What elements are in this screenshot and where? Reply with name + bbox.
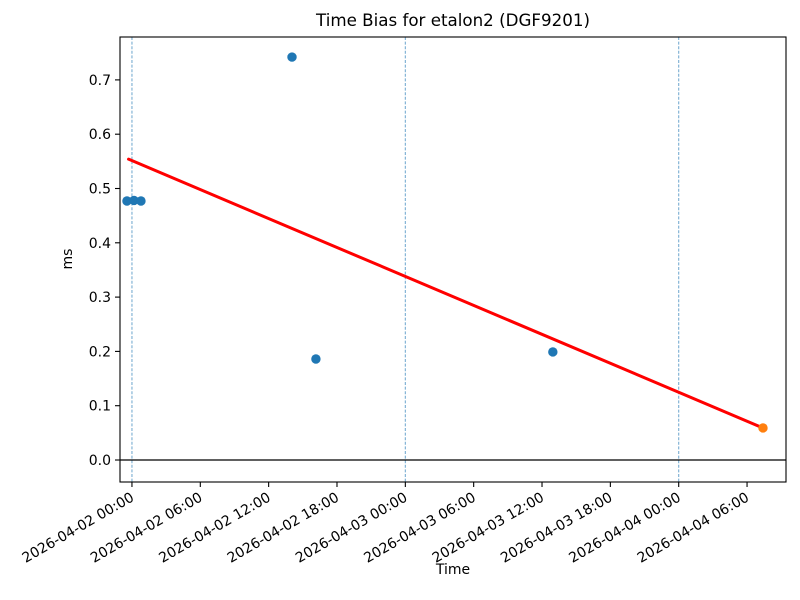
- x-tick-label: 2026-04-03 00:00: [293, 490, 410, 567]
- data-point-time-bias-observations: [287, 52, 297, 62]
- data-point-time-bias-observations: [548, 347, 558, 357]
- data-point-time-bias-observations: [122, 196, 132, 206]
- data-point-latest-observation: [758, 423, 768, 433]
- x-tick-label: 2026-04-02 18:00: [225, 490, 342, 567]
- x-tick-label: 2026-04-04 00:00: [566, 490, 683, 567]
- data-point-time-bias-observations: [311, 354, 321, 364]
- data-point-time-bias-observations: [136, 196, 146, 206]
- x-tick-label: 2026-04-03 18:00: [498, 490, 615, 567]
- x-tick-label: 2026-04-02 12:00: [156, 490, 273, 567]
- x-axis-label: Time: [435, 562, 471, 578]
- x-tick-label: 2026-04-04 06:00: [635, 490, 752, 567]
- axes-spines: [119, 36, 787, 483]
- x-tick-label: 2026-04-03 12:00: [430, 490, 547, 567]
- y-tick-label: 0.4: [89, 236, 111, 252]
- y-tick-label: 0.1: [89, 399, 111, 415]
- y-tick-label: 0.0: [89, 453, 111, 469]
- y-tick-label: 0.6: [89, 127, 111, 143]
- y-tick-label: 0.5: [89, 182, 111, 198]
- y-tick-label: 0.3: [89, 290, 111, 306]
- y-tick-label: 0.2: [89, 344, 111, 360]
- x-tick-label: 2026-04-02 00:00: [20, 490, 137, 567]
- x-tick-label: 2026-04-02 06:00: [88, 490, 205, 567]
- y-axis-label: ms: [60, 248, 76, 270]
- trend-line: [127, 157, 765, 430]
- x-tick-label: 2026-04-03 06:00: [361, 490, 478, 567]
- y-tick-label: 0.7: [89, 73, 111, 89]
- data-point-time-bias-observations: [129, 195, 139, 206]
- chart-title: Time Bias for etalon2 (DGF9201): [316, 10, 590, 30]
